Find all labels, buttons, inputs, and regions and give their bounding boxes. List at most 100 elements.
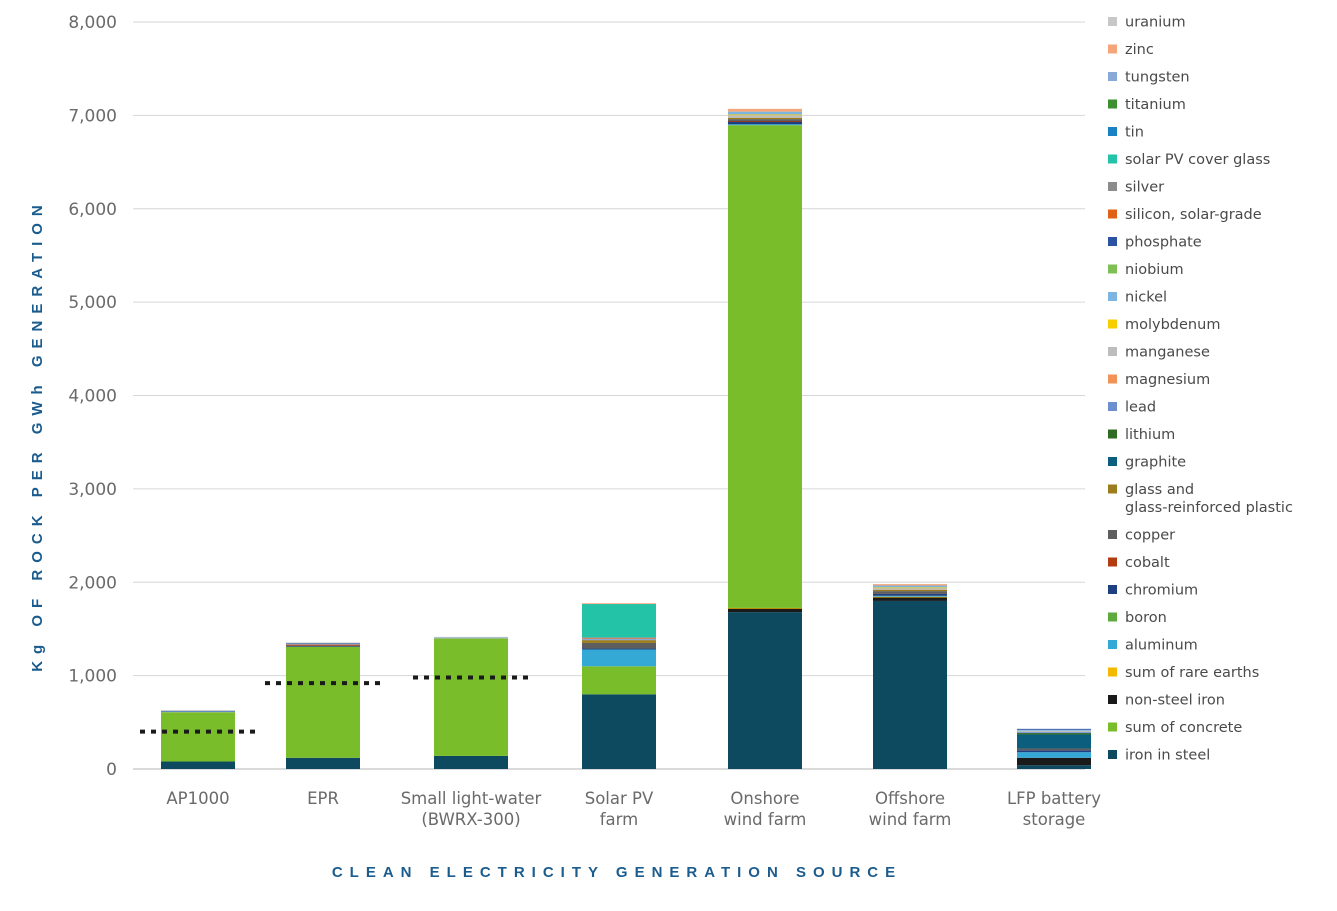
- bar-segment: [1017, 730, 1091, 733]
- legend-item: sum of concrete: [1108, 720, 1242, 736]
- bar-segment: [873, 596, 947, 598]
- bar-segment: [873, 589, 947, 592]
- bar-segment: [1017, 748, 1091, 751]
- legend-label: tin: [1125, 125, 1144, 141]
- bar-segment: [873, 587, 947, 589]
- legend-label: copper: [1125, 528, 1175, 544]
- bar-segment: [582, 603, 656, 605]
- legend-label: zinc: [1125, 42, 1154, 58]
- legend-swatch: [1108, 44, 1117, 54]
- legend-label: magnesium: [1125, 372, 1210, 388]
- legend-label: silicon, solar-grade: [1125, 207, 1262, 223]
- bar-segment: [286, 642, 360, 644]
- legend-swatch: [1108, 347, 1117, 356]
- legend-label: iron in steel: [1125, 748, 1210, 764]
- y-tick-label: 6,000: [68, 200, 117, 220]
- legend-item: silicon, solar-grade: [1108, 207, 1262, 223]
- legend-swatch: [1108, 695, 1117, 704]
- bar-segment: [286, 642, 360, 644]
- y-tick-label: 5,000: [68, 293, 117, 313]
- legend-label: silver: [1125, 180, 1164, 196]
- legend-swatch: [1108, 264, 1117, 274]
- bar-segment: [1017, 757, 1091, 766]
- legend-label: titanium: [1125, 97, 1186, 113]
- legend-label: glass and glass-reinforced plastic: [1125, 482, 1293, 516]
- legend-item: magnesium: [1108, 372, 1210, 388]
- legend-item: boron: [1108, 610, 1167, 626]
- bar-segment: [728, 114, 802, 116]
- bar-segment: [582, 640, 656, 643]
- bar-segment: [1017, 752, 1091, 758]
- bar-segment: [873, 585, 947, 588]
- legend-item: solar PV cover glass: [1108, 152, 1270, 168]
- legend-label: boron: [1125, 610, 1167, 626]
- bar-segment: [582, 648, 656, 650]
- legend-swatch: [1108, 182, 1117, 191]
- bar-segment: [873, 587, 947, 590]
- bar-segment: [286, 644, 360, 646]
- bar-segment: [161, 710, 235, 711]
- bar-segment: [286, 643, 360, 645]
- legend-swatch: [1108, 127, 1117, 136]
- legend-swatch: [1108, 457, 1117, 466]
- legend-label: lithium: [1125, 427, 1175, 443]
- x-category-label: Offshore wind farm: [869, 789, 952, 829]
- bar-segment: [286, 646, 360, 758]
- legend-item: chromium: [1108, 583, 1198, 599]
- bar-segment: [728, 120, 802, 122]
- legend-item: cobalt: [1108, 555, 1170, 571]
- legend-swatch: [1108, 557, 1117, 567]
- bar-segment: [582, 639, 656, 641]
- bar-segment: [582, 603, 656, 638]
- bar-segment: [1017, 732, 1091, 734]
- bar-segment: [286, 643, 360, 645]
- legend-label: nickel: [1125, 290, 1167, 306]
- y-axis-title: Kg OF ROCK PER GWh GENERATION: [29, 198, 46, 672]
- bar-segment: [434, 636, 508, 638]
- bar-segment: [728, 121, 802, 125]
- bar-stack: [582, 603, 656, 769]
- legend-label: chromium: [1125, 583, 1198, 599]
- legend-label: uranium: [1125, 15, 1186, 31]
- x-category-label: Solar PV farm: [585, 789, 654, 829]
- legend-swatch: [1108, 72, 1117, 81]
- y-axis-ticks: 0 1,000 2,000 3,000 4,000 5,000 6,000 7,000 8,00…: [68, 13, 117, 780]
- bar-segment: [873, 600, 947, 769]
- legend-label: phosphate: [1125, 235, 1202, 251]
- legend-label: sum of concrete: [1125, 720, 1242, 736]
- bar-segment: [161, 711, 235, 713]
- bar-segment: [161, 711, 235, 712]
- legend-item: sum of rare earths: [1108, 665, 1259, 681]
- legend-item: graphite: [1108, 455, 1186, 471]
- legend-item: lithium: [1108, 427, 1175, 443]
- legend-label: molybdenum: [1125, 317, 1220, 333]
- bar-stack: [1017, 728, 1091, 769]
- legend-label: lead: [1125, 400, 1156, 416]
- legend-item: titanium: [1108, 97, 1186, 113]
- y-tick-label: 7,000: [68, 106, 117, 126]
- bar-stack: [161, 710, 235, 769]
- legend-swatch: [1108, 585, 1117, 594]
- bar-segment: [434, 638, 508, 756]
- y-tick-label: 3,000: [68, 480, 117, 500]
- x-axis-title: CLEAN ELECTRICITY GENERATION SOURCE: [332, 864, 902, 881]
- legend-item: nickel: [1108, 290, 1167, 306]
- bar-segment: [582, 637, 656, 639]
- bar-segment: [728, 125, 802, 608]
- bar-segment: [728, 111, 802, 115]
- bar-segment: [728, 117, 802, 120]
- bar-segment: [1017, 734, 1091, 749]
- bar-segment: [1017, 765, 1091, 769]
- legend-item: aluminum: [1108, 638, 1198, 654]
- legend-item: iron in steel: [1108, 748, 1210, 764]
- legend-swatch: [1108, 17, 1117, 26]
- legend-item: silver: [1108, 180, 1164, 196]
- bar-segment: [728, 114, 802, 118]
- bar-segment: [728, 108, 802, 112]
- bar-segment: [873, 591, 947, 594]
- bar-segment: [728, 124, 802, 126]
- legend-label: cobalt: [1125, 555, 1170, 571]
- legend-item: non-steel iron: [1108, 693, 1225, 709]
- bar-segment: [728, 612, 802, 769]
- legend-swatch: [1108, 209, 1117, 219]
